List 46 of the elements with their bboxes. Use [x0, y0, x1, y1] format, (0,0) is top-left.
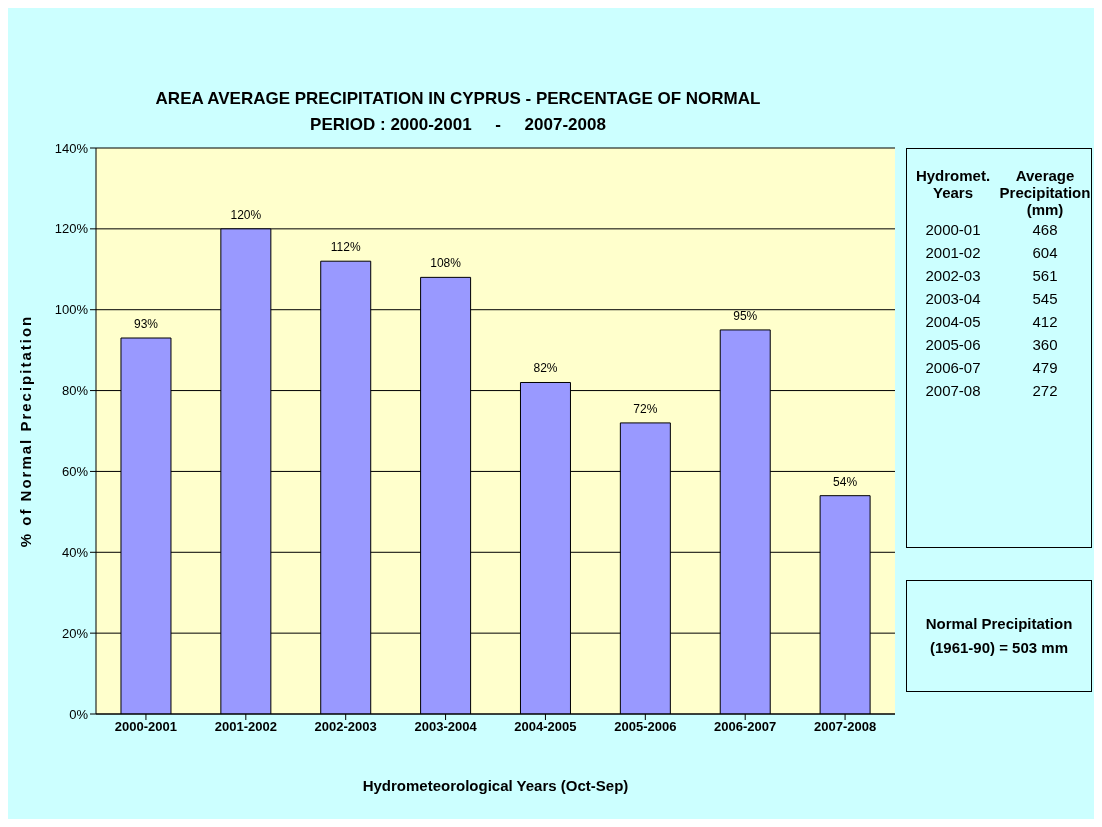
data-label: 95% [733, 308, 758, 323]
data-label: 82% [533, 361, 558, 376]
text: 545 [1031, 289, 1059, 309]
text: 2004-05 [924, 312, 982, 332]
text: 412 [1031, 312, 1059, 332]
y-tick-label: 40% [61, 544, 89, 560]
data-label: 72% [633, 401, 658, 416]
y-tick-label: 120% [54, 221, 89, 237]
y-tick-label: 0% [69, 706, 89, 722]
x-tick-label: 2003-2004 [414, 719, 478, 735]
text: Hydromet. Years [914, 167, 992, 201]
x-tick-label: 2007-2008 [813, 719, 877, 735]
text: Normal Precipitation (1961-90) = 503 mm [925, 614, 1073, 658]
data-label: 54% [833, 474, 858, 489]
text: 360 [1031, 335, 1059, 355]
y-tick-label: 100% [54, 302, 89, 318]
y-tick-label: 80% [61, 383, 89, 399]
x-tick-label: 2002-2003 [314, 719, 377, 735]
text: 2001-02 [924, 243, 982, 263]
x-tick-label: 2004-2005 [514, 719, 577, 735]
text: 479 [1031, 358, 1059, 378]
x-tick-label: 2000-2001 [114, 719, 178, 735]
data-label: 93% [133, 317, 159, 332]
y-tick-label: 20% [61, 625, 89, 641]
text: 2002-03 [924, 266, 982, 286]
text: 2005-06 [924, 335, 982, 355]
x-tick-label: 2006-2007 [714, 719, 777, 735]
data-label: 120% [230, 207, 262, 222]
text: 468 [1031, 220, 1059, 240]
y-tick-label: 140% [54, 140, 89, 156]
y-axis-title: % of Normal Precipitation [17, 314, 35, 548]
text: 2007-08 [924, 381, 982, 401]
text: Average Precipitation (mm) [999, 167, 1091, 218]
text: 2000-01 [924, 220, 982, 240]
text: 561 [1031, 266, 1059, 286]
text: 604 [1031, 243, 1059, 263]
x-tick-label: 2005-2006 [614, 719, 677, 735]
text: 2003-04 [924, 289, 982, 309]
x-tick-label: 2001-2002 [214, 719, 277, 735]
y-tick-label: 60% [61, 464, 89, 480]
data-label: 112% [330, 240, 361, 255]
data-label: 108% [430, 256, 462, 271]
chart-title: AREA AVERAGE PRECIPITATION IN CYPRUS - PERCENTAGE OF NORMAL PERIOD : 2000-2001 - 2007-2008 [154, 88, 762, 136]
text: 2006-07 [924, 358, 982, 378]
text: 272 [1031, 381, 1059, 401]
x-axis-title: Hydrometeorological Years (Oct-Sep) [362, 777, 629, 794]
